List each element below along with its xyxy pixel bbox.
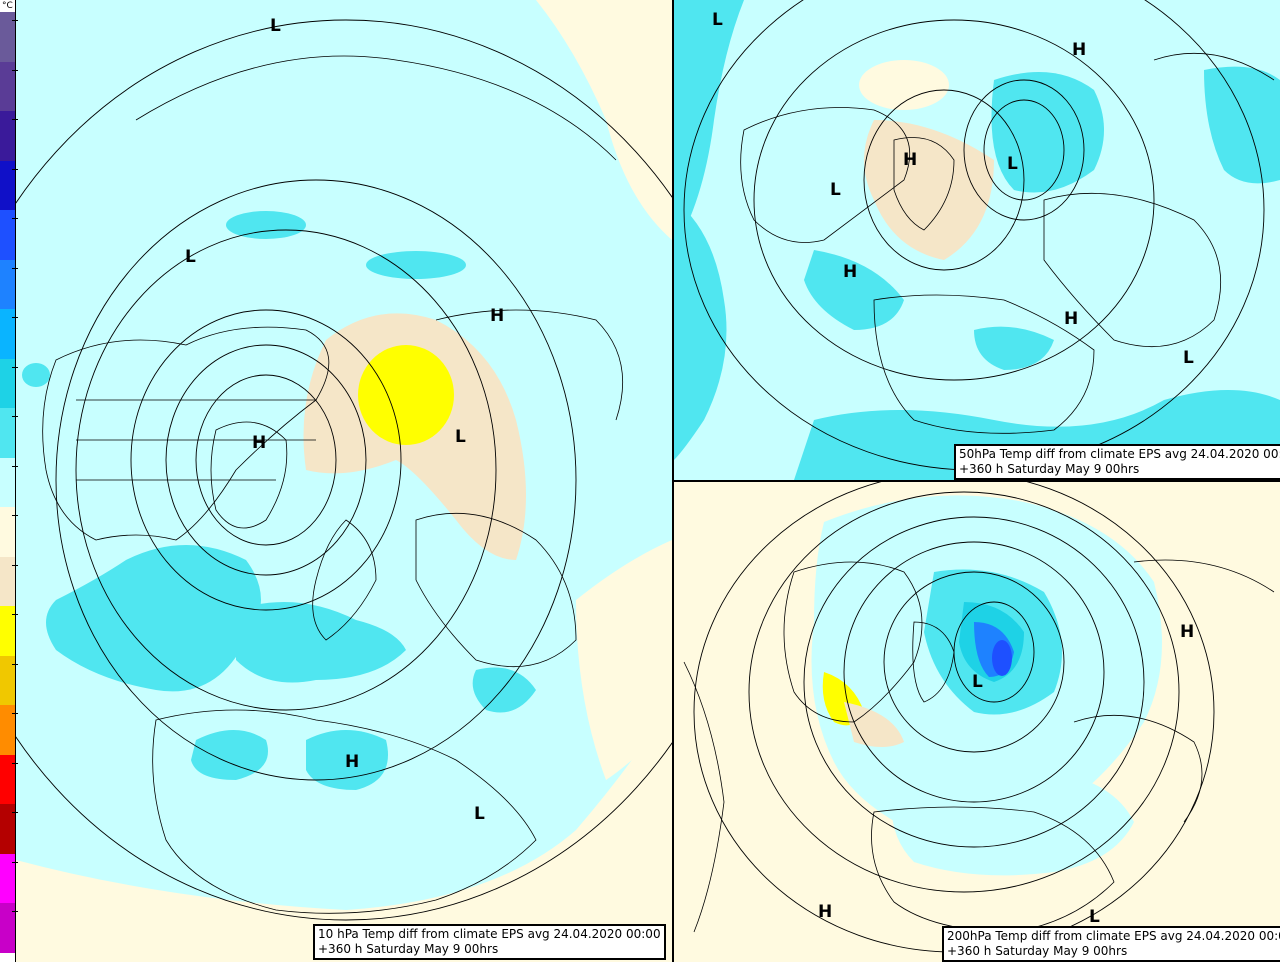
caption-title: 200hPa Temp diff from climate EPS avg 24…	[947, 929, 1280, 943]
legend-color-band	[0, 408, 15, 458]
legend-tick-mark	[12, 614, 18, 615]
low-pressure-marker: L	[712, 10, 723, 30]
legend-tick-mark	[12, 515, 18, 516]
legend-tick-mark	[12, 267, 18, 269]
map-panel-200hpa: H L H L 200hPa Temp diff from climate EPS a…	[674, 482, 1280, 962]
caption-box-50hpa: 50hPa Temp diff from climate EPS avg 24.…	[954, 444, 1280, 480]
legend-tick-mark	[12, 861, 18, 863]
legend-color-band	[0, 556, 15, 606]
legend-tick-mark	[12, 168, 18, 170]
legend-color-band	[0, 259, 15, 309]
low-pressure-marker: L	[1089, 907, 1100, 927]
legend-tick-mark	[12, 69, 18, 71]
low-pressure-marker: L	[474, 804, 485, 824]
caption-title: 50hPa Temp diff from climate EPS avg 24.…	[959, 447, 1280, 461]
map-50hpa-svg	[674, 0, 1280, 480]
legend-tick-mark	[12, 416, 18, 417]
legend-tick-mark	[12, 564, 18, 566]
caption-time: +360 h Saturday May 9 00hrs	[318, 942, 499, 956]
high-pressure-marker: H	[843, 262, 858, 282]
low-pressure-marker: L	[185, 247, 196, 267]
legend-tick-mark	[12, 713, 18, 714]
high-pressure-marker: H	[345, 752, 360, 772]
color-scale-legend: °C	[0, 0, 16, 962]
legend-tick-mark	[12, 911, 18, 912]
high-pressure-marker: H	[1072, 40, 1087, 60]
caption-box-200hpa: 200hPa Temp diff from climate EPS avg 24…	[942, 926, 1280, 962]
legend-color-band	[0, 655, 15, 705]
legend-tick-mark	[12, 317, 18, 318]
legend-color-band	[0, 210, 15, 260]
caption-time: +360 h Saturday May 9 00hrs	[947, 944, 1128, 958]
legend-tick-mark	[12, 465, 18, 467]
legend-tick-mark	[12, 663, 18, 665]
legend-color-band	[0, 358, 15, 408]
low-pressure-marker: L	[1183, 348, 1194, 368]
legend-tick-mark	[12, 812, 18, 813]
caption-title: 10 hPa Temp diff from climate EPS avg 24…	[318, 927, 661, 941]
legend-unit: °C	[2, 1, 13, 11]
legend-color-band	[0, 606, 15, 656]
high-pressure-marker: H	[903, 150, 918, 170]
low-pressure-marker: L	[455, 427, 466, 447]
high-pressure-marker: H	[490, 306, 505, 326]
legend-color-band	[0, 61, 15, 111]
high-pressure-marker: H	[1180, 622, 1195, 642]
legend-color-band	[0, 309, 15, 359]
legend-tick-mark	[12, 20, 18, 21]
legend-tick-mark	[12, 218, 18, 219]
legend-color-band	[0, 705, 15, 755]
low-pressure-marker: L	[270, 16, 281, 36]
legend-color-band	[0, 160, 15, 210]
legend-color-band	[0, 853, 15, 903]
map-10hpa-svg	[16, 0, 672, 962]
legend-color-band	[0, 111, 15, 161]
high-pressure-marker: H	[1064, 309, 1079, 329]
low-pressure-marker: L	[1007, 154, 1018, 174]
map-panel-10hpa: L L H L H L H 10 hPa Temp diff from climate EP…	[16, 0, 674, 962]
legend-color-band	[0, 754, 15, 804]
caption-box-10hpa: 10 hPa Temp diff from climate EPS avg 24…	[313, 924, 666, 960]
legend-tick-mark	[12, 366, 18, 368]
legend-color-band	[0, 507, 15, 557]
legend-color-band	[0, 457, 15, 507]
map-200hpa-svg	[674, 482, 1280, 962]
legend-tick-mark	[12, 119, 18, 120]
low-pressure-marker: L	[830, 180, 841, 200]
legend-tick-mark	[12, 762, 18, 764]
legend-color-band	[0, 12, 15, 62]
legend-color-band	[0, 903, 15, 953]
low-pressure-marker: L	[972, 672, 983, 692]
legend-color-band	[0, 804, 15, 854]
high-pressure-marker: H	[818, 902, 833, 922]
map-panel-50hpa: L H L H L H L H 50hPa Temp diff from climate EP…	[674, 0, 1280, 482]
caption-time: +360 h Saturday May 9 00hrs	[959, 462, 1140, 476]
high-pressure-marker: H	[252, 433, 267, 453]
